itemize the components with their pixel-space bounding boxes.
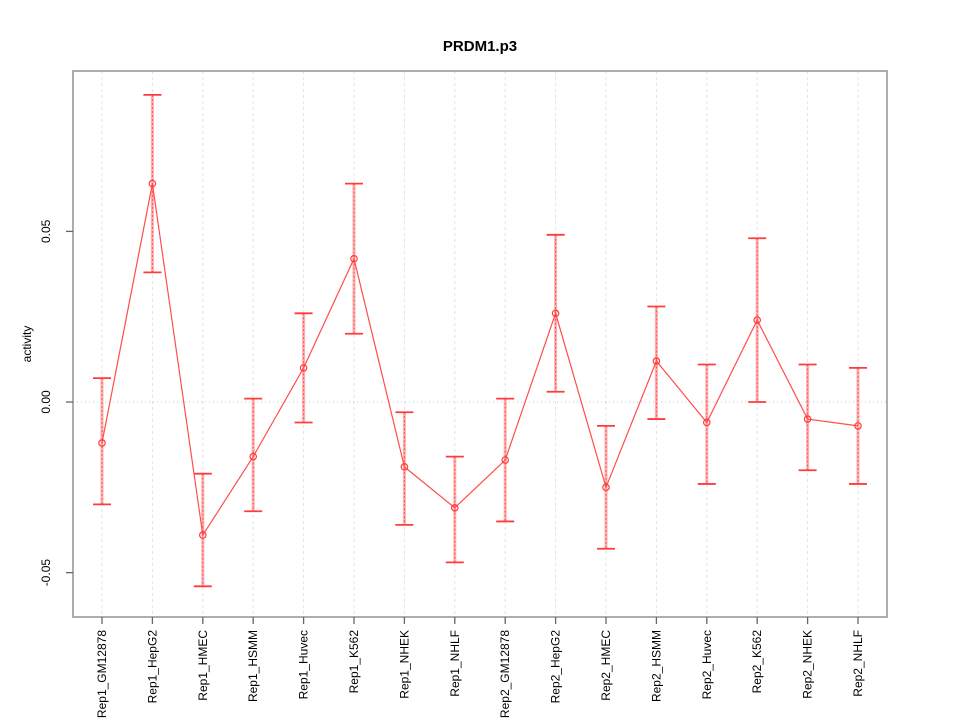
category-label: Rep1_K562: [347, 630, 361, 694]
data-point-marker: [299, 364, 308, 372]
data-point-marker: [854, 422, 862, 430]
category-label: Rep2_Huvec: [700, 630, 714, 699]
data-point-marker: [199, 531, 207, 539]
plot-box: [72, 70, 888, 618]
category-label: Rep2_K562: [750, 630, 764, 694]
data-point-marker: [98, 439, 106, 447]
category-label: Rep2_NHLF: [851, 630, 865, 697]
data-point-marker: [400, 463, 409, 471]
category-label: Rep1_NHEK: [397, 630, 411, 699]
data-point-marker: [249, 452, 258, 461]
category-label: Rep1_HSMM: [246, 630, 260, 702]
y-tick-label: 0.00: [39, 390, 53, 414]
y-tick-label: 0.05: [39, 219, 53, 243]
data-point-marker: [551, 309, 560, 318]
category-label: Rep1_HMEC: [196, 630, 210, 701]
data-point-marker: [753, 316, 762, 324]
data-point-marker: [702, 418, 711, 427]
data-point-marker: [450, 503, 459, 512]
data-point-marker: [350, 254, 358, 263]
data-point-marker: [501, 456, 510, 464]
y-tick-label: -0.05: [39, 559, 53, 587]
category-label: Rep2_HSMM: [649, 630, 663, 702]
category-label: Rep1_Huvec: [297, 630, 311, 699]
series-line: [101, 183, 859, 537]
data-point-marker: [602, 483, 610, 492]
category-label: Rep2_GM12878: [498, 630, 512, 718]
category-label: Rep2_HMEC: [599, 630, 613, 701]
category-label: Rep2_HepG2: [549, 630, 563, 704]
category-label: Rep1_NHLF: [448, 630, 462, 697]
data-point-marker: [652, 357, 661, 365]
category-label: Rep2_NHEK: [801, 630, 815, 699]
category-label: Rep1_HepG2: [145, 630, 159, 704]
data-point-marker: [148, 179, 157, 188]
chart-title: PRDM1.p3: [442, 38, 518, 55]
category-label: Rep1_GM12878: [95, 630, 109, 718]
data-point-marker: [803, 415, 812, 423]
